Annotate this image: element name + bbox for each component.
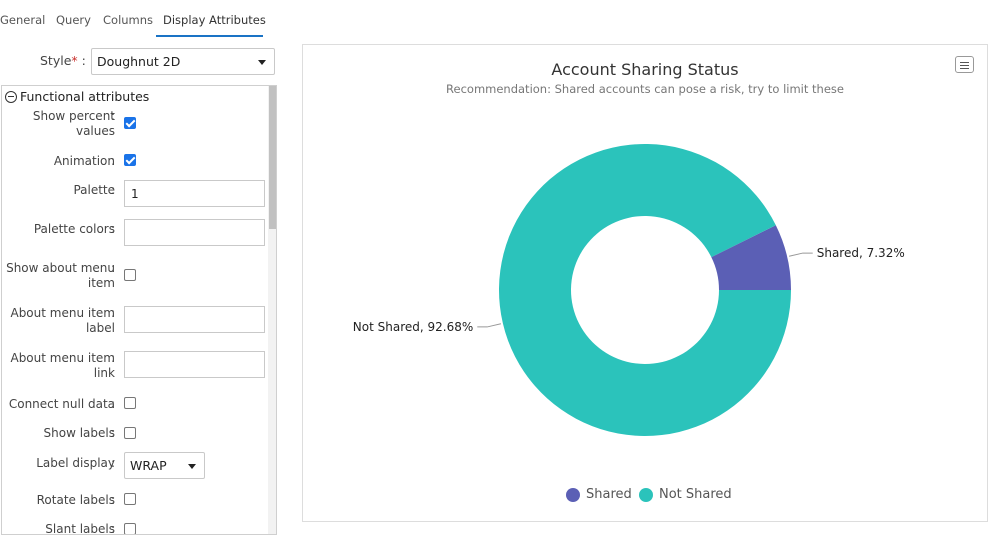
attr-colon: : <box>111 456 116 470</box>
chart-panel <box>302 44 988 522</box>
attr-label-slant-labels: Slant labels <box>45 522 115 535</box>
legend-item-not-shared[interactable]: Not Shared <box>639 487 732 502</box>
label-display-select[interactable]: WRAP <box>124 452 205 479</box>
attr-label-show-percent-values: Show percent values <box>32 109 115 138</box>
style-select-value: Doughnut 2D <box>97 54 181 69</box>
attr-colon: : <box>111 397 116 411</box>
attr-label-show-about-menu-item: Show about menu item <box>6 261 115 290</box>
label-display-value: WRAP <box>130 458 167 473</box>
attr-label-label-display: Label display <box>36 456 115 470</box>
palette-colors-input[interactable] <box>124 219 265 246</box>
legend-label-shared: Shared <box>586 487 632 502</box>
attr-colon: : <box>111 493 116 507</box>
attr-label-about-menu-item-link: About menu item link <box>10 351 115 380</box>
style-colon: : <box>81 53 86 68</box>
attr-colon: : <box>111 261 116 275</box>
about-menu-item-label-input[interactable] <box>124 306 265 333</box>
required-mark: * <box>71 53 78 68</box>
rotate-labels-checkbox[interactable] <box>124 493 136 505</box>
attr-colon: : <box>111 109 116 123</box>
attr-colon: : <box>111 306 116 320</box>
attr-label-palette: Palette <box>73 183 115 197</box>
attr-label-about-menu-item-label: About menu item label <box>10 306 115 335</box>
attr-colon: : <box>111 222 116 236</box>
about-menu-item-link-input[interactable] <box>124 351 265 378</box>
active-tab-indicator <box>156 35 263 37</box>
slice-shared[interactable] <box>711 225 791 290</box>
functional-attributes-header[interactable]: Functional attributes <box>5 89 149 104</box>
show-labels-checkbox[interactable] <box>124 427 136 439</box>
panel-scrollbar[interactable] <box>268 86 276 534</box>
show-percent-values-checkbox[interactable] <box>124 117 136 129</box>
attributes-panel: Functional attributes Show percent value… <box>1 85 277 535</box>
attr-colon: : <box>111 154 116 168</box>
style-select[interactable]: Doughnut 2D <box>91 48 275 75</box>
animation-checkbox[interactable] <box>124 154 136 166</box>
attr-label-rotate-labels: Rotate labels <box>36 493 115 507</box>
attr-label-connect-null-data: Connect null data <box>8 397 115 411</box>
legend-dot-not-shared <box>639 487 653 502</box>
attr-label-animation: Animation <box>53 154 115 168</box>
data-label-not-shared: Not Shared, 92.68% <box>353 320 473 334</box>
tab-columns[interactable]: Columns <box>103 13 154 27</box>
attr-colon: : <box>111 351 116 365</box>
chevron-down-icon <box>188 463 196 469</box>
style-label-text: Style <box>40 53 72 68</box>
hamburger-menu-icon[interactable] <box>955 56 974 73</box>
chevron-down-icon <box>258 59 266 65</box>
chart-subtitle: Recommendation: Shared accounts can pose… <box>446 82 844 96</box>
slant-labels-checkbox[interactable] <box>124 523 136 534</box>
legend-dot-shared <box>566 487 580 502</box>
data-label-connector <box>788 252 813 257</box>
data-label-connector <box>477 323 502 328</box>
tab-general[interactable]: General <box>0 13 46 27</box>
connect-null-data-checkbox[interactable] <box>124 397 136 409</box>
data-label-shared: Shared, 7.32% <box>817 246 905 260</box>
collapse-icon[interactable] <box>5 90 17 103</box>
legend-label-not-shared: Not Shared <box>659 487 732 502</box>
style-label: Style* : <box>40 53 86 68</box>
attr-label-palette-colors: Palette colors <box>33 222 115 236</box>
attr-colon: : <box>111 426 116 440</box>
legend-item-shared[interactable]: Shared <box>566 487 632 502</box>
slice-not-shared[interactable] <box>498 144 791 437</box>
attr-colon: : <box>111 183 116 197</box>
attr-label-show-labels: Show labels <box>43 426 115 440</box>
attr-colon: : <box>111 522 116 535</box>
palette-input[interactable]: 1 <box>124 180 265 207</box>
chart-title: Account Sharing Status <box>551 60 739 79</box>
show-about-menu-item-checkbox[interactable] <box>124 269 136 281</box>
scrollbar-thumb[interactable] <box>269 86 276 229</box>
tab-query[interactable]: Query <box>56 13 91 27</box>
tab-display-attributes[interactable]: Display Attributes <box>163 13 266 27</box>
functional-attributes-label: Functional attributes <box>20 89 150 104</box>
